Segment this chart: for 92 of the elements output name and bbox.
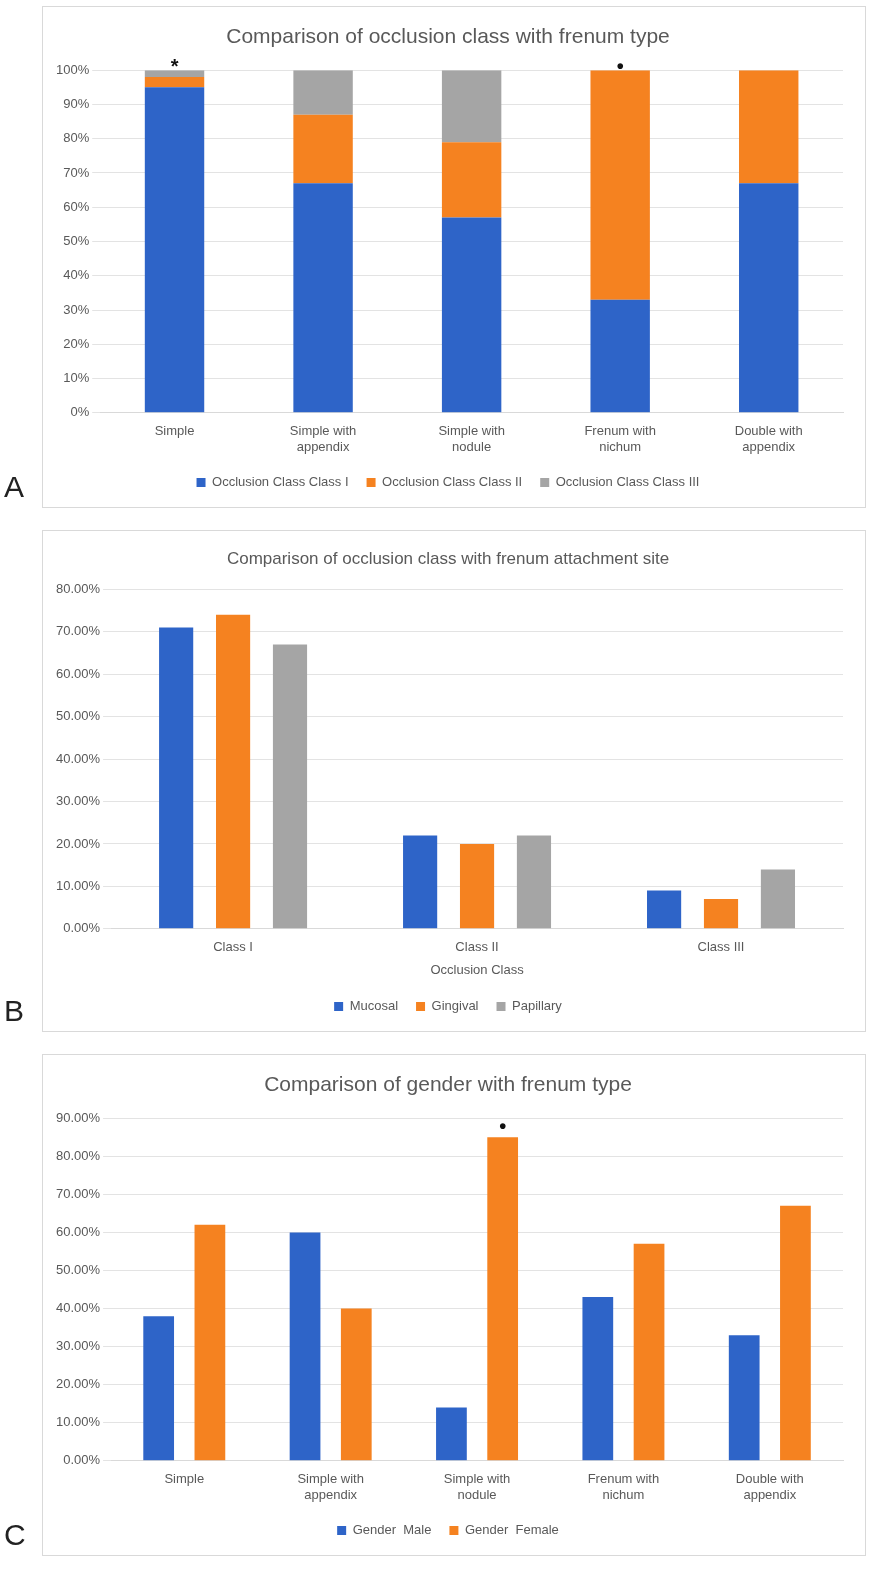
y-tick-label: 10% <box>63 370 90 386</box>
y-tick-label: 0.00% <box>63 1452 101 1468</box>
legend-label: Occlusion Class Class I <box>212 474 349 490</box>
bar <box>728 1335 760 1461</box>
bar <box>582 1297 614 1461</box>
legend-label: Gender Female <box>464 1522 559 1538</box>
bar <box>436 1407 467 1461</box>
y-tick-label: 30.00% <box>56 1338 101 1354</box>
x-tick-label: Simple with nodule <box>443 1471 511 1502</box>
bar <box>459 843 495 929</box>
y-tick-label: 80.00% <box>56 580 101 596</box>
bar <box>633 1243 665 1461</box>
y-tick-label: 60.00% <box>56 1223 101 1239</box>
bar <box>760 869 796 929</box>
bar <box>441 70 502 143</box>
bar <box>340 1308 372 1461</box>
y-tick-label: 70.00% <box>56 623 101 639</box>
annotation: • <box>499 1115 507 1138</box>
legend-label: Gender Male <box>352 1522 432 1538</box>
y-tick-label: 80.00% <box>56 1147 101 1163</box>
annotation: • <box>616 55 624 78</box>
bar <box>487 1137 519 1461</box>
y-tick-label: 0% <box>70 404 90 420</box>
x-tick-label: Class II <box>455 939 499 955</box>
y-tick-label: 80% <box>63 130 90 146</box>
bar <box>272 644 308 929</box>
bar <box>144 77 205 88</box>
y-tick-label: 20.00% <box>56 1376 101 1392</box>
y-tick-label: 40.00% <box>56 1300 101 1316</box>
x-tick-label: Frenum with nichum <box>584 423 656 454</box>
x-tick-label: Simple <box>154 423 195 439</box>
legend-label: Occlusion Class Class II <box>382 474 523 490</box>
y-tick-label: 30.00% <box>56 793 101 809</box>
text: B <box>4 994 25 1028</box>
bar <box>516 835 552 929</box>
y-tick-label: 50% <box>63 233 90 249</box>
y-tick-label: 10.00% <box>56 877 101 893</box>
x-tick-label: Double with appendix <box>735 1471 804 1502</box>
legend-label: Occlusion Class Class III <box>555 474 700 490</box>
bar <box>293 70 353 115</box>
bar <box>441 217 502 413</box>
y-tick-label: 70.00% <box>56 1185 101 1201</box>
legend-label: Gingival <box>431 998 479 1014</box>
chart-title: Comparison of gender with frenum type <box>264 1072 632 1096</box>
annotation: * <box>170 55 179 78</box>
bar <box>143 1316 175 1461</box>
y-tick-label: 90.00% <box>56 1109 101 1125</box>
y-tick-label: 90% <box>63 96 90 112</box>
bar <box>441 142 502 218</box>
x-tick-label: Frenum with nichum <box>587 1471 660 1502</box>
bar <box>293 183 353 413</box>
bar <box>403 835 438 929</box>
y-tick-label: 10.00% <box>56 1414 101 1430</box>
chart-title: Comparison of occlusion class with frenum type <box>226 24 670 48</box>
y-tick-label: 50.00% <box>56 1262 101 1278</box>
bar <box>739 70 799 184</box>
bar <box>194 1224 226 1461</box>
x-tick-label: Class I <box>213 939 253 955</box>
legend-label: Papillary <box>512 998 563 1014</box>
y-tick-label: 40% <box>63 267 90 283</box>
bar <box>159 627 194 929</box>
bar <box>739 183 799 413</box>
bar <box>703 899 739 929</box>
bar <box>590 70 650 300</box>
y-tick-label: 100% <box>56 61 90 77</box>
y-tick-label: 0.00% <box>63 920 101 936</box>
y-tick-label: 60% <box>63 198 90 214</box>
y-tick-label: 30% <box>63 301 90 317</box>
y-tick-label: 60.00% <box>56 665 101 681</box>
text: A <box>4 470 25 504</box>
text: C <box>4 1518 26 1552</box>
y-tick-label: 20% <box>63 335 90 351</box>
x-tick-label: Class III <box>697 939 745 955</box>
bar <box>289 1232 321 1461</box>
x-tick-label: Simple with appendix <box>289 423 357 454</box>
x-tick-label: Simple with nodule <box>438 423 505 454</box>
chart-title: Comparison of occlusion class with frenum attachment site <box>226 548 670 568</box>
bar <box>216 614 251 929</box>
bar <box>293 114 353 184</box>
bar <box>780 1205 811 1461</box>
x-tick-label: Simple with appendix <box>297 1471 364 1502</box>
bar <box>647 890 682 929</box>
x-tick-label: Simple <box>164 1471 205 1487</box>
y-tick-label: 40.00% <box>56 750 101 766</box>
y-tick-label: 20.00% <box>56 835 101 851</box>
bar <box>144 87 205 413</box>
y-tick-label: 70% <box>63 164 90 180</box>
legend-label: Mucosal <box>349 998 399 1014</box>
bar <box>590 299 650 413</box>
x-tick-label: Double with appendix <box>734 423 803 454</box>
y-tick-label: 50.00% <box>56 708 101 724</box>
x-axis-title: Occlusion Class <box>430 961 525 977</box>
